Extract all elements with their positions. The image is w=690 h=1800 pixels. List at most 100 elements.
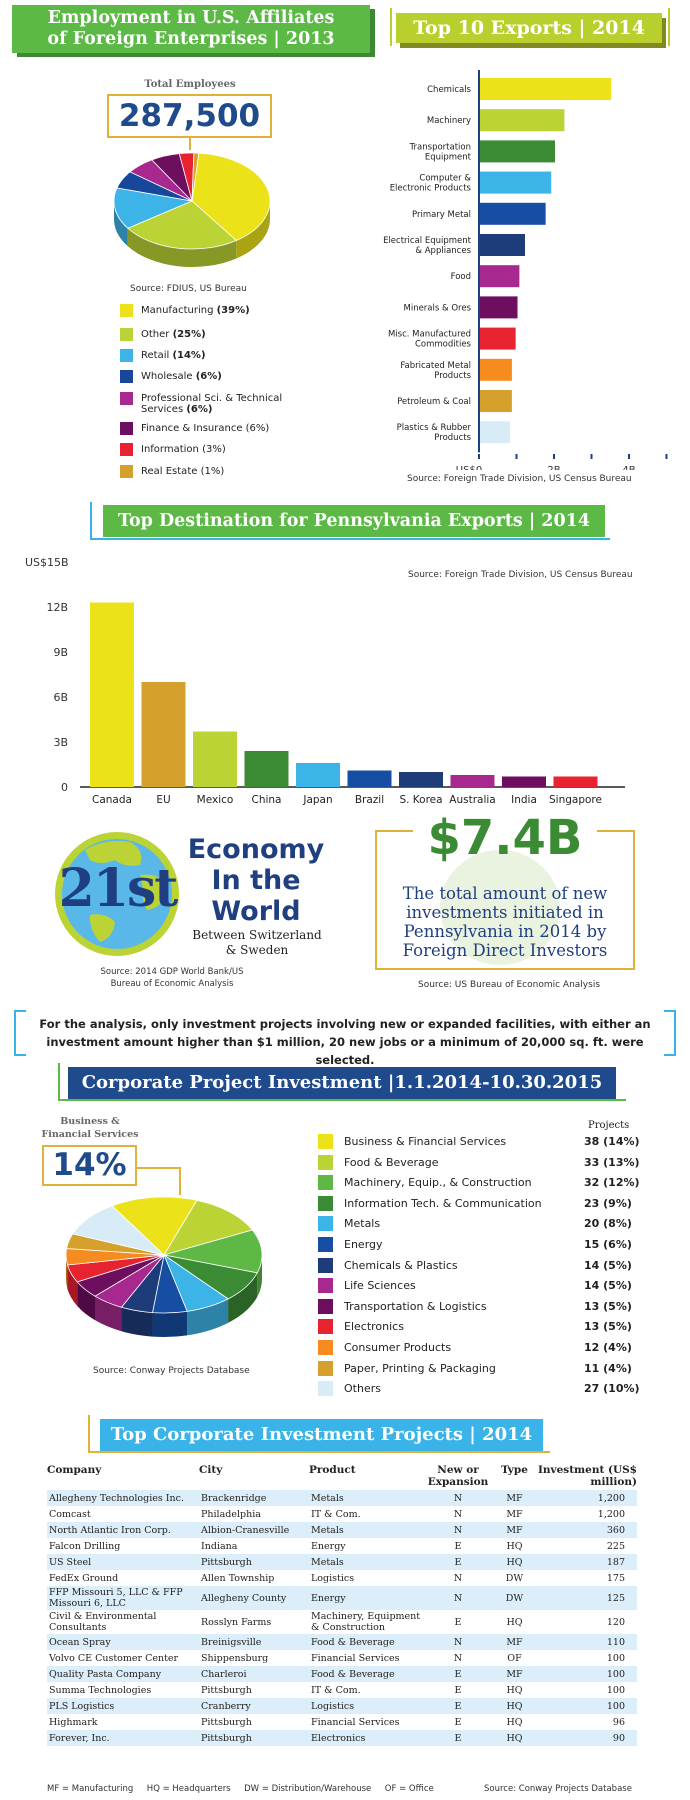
employment-legend-swatch [120, 465, 133, 478]
economy-title-line2: In the [211, 865, 301, 896]
cell-product: IT & Com. [311, 1508, 361, 1520]
cell-new-or-expansion: E [454, 1716, 462, 1728]
employment-pie-side [114, 201, 128, 247]
cell-city: Philadelphia [201, 1508, 261, 1520]
destination-bar [296, 763, 340, 787]
corporate-legend-value: 32 (12%) [584, 1176, 640, 1190]
corporate-legend-item: Life Sciences 14 (5%) [318, 1276, 648, 1294]
exports-category-label: Fabricated Metal Products [400, 361, 471, 381]
cell-investment: 100 [537, 1698, 637, 1714]
cell-company: US Steel [47, 1554, 199, 1570]
destination-category-label: EU [156, 794, 170, 806]
employment-legend-item: Finance & Insurance (6%) [141, 423, 311, 434]
cell-type: HQ [506, 1716, 523, 1728]
employment-title-line2: of Foreign Enterprises | 2013 [47, 29, 335, 49]
table-row: Quality Pasta Company Charleroi Food & Bev… [47, 1666, 637, 1682]
projects-banner: Top Corporate Investment Projects | 2014 [100, 1419, 543, 1451]
total-employees-label: Total Employees [144, 79, 236, 90]
cell-type: DW [505, 1572, 524, 1584]
globe-ocean [62, 839, 172, 949]
employment-legend-label: Professional Sci. & Technical Services [141, 393, 283, 415]
employment-legend-pct: (39%) [216, 305, 250, 316]
cell-investment: 1,200 [597, 1508, 625, 1520]
corporate-legend-swatch [318, 1298, 333, 1314]
corporate-legend-label: Machinery, Equip., & Construction [344, 1176, 532, 1190]
cell-type: MF [492, 1666, 537, 1682]
exports-category-label: Machinery [427, 116, 471, 126]
employment-legend-pct: (14%) [172, 350, 206, 361]
employment-legend-item: Professional Sci. & Technical Services (… [141, 393, 311, 415]
employment-legend-label: Manufacturing [141, 305, 217, 316]
corporate-legend-value: 14 (5%) [584, 1258, 632, 1272]
cell-product: Logistics [311, 1572, 355, 1584]
corporate-legend-item: Machinery, Equip., & Construction 32 (12%… [318, 1173, 648, 1191]
corporate-pie-side [152, 1311, 188, 1337]
cell-new-or-expansion: N [424, 1586, 492, 1610]
exports-bar [480, 202, 546, 225]
exports-banner: Top 10 Exports | 2014 [396, 13, 662, 43]
corporate-pie-side [228, 1272, 258, 1323]
corporate-legend-swatch [318, 1237, 333, 1252]
corporate-legend-swatch [318, 1257, 333, 1273]
destination-bar [399, 772, 443, 787]
corporate-legend-swatch [318, 1216, 333, 1232]
cell-new-or-expansion: N [424, 1634, 492, 1650]
note-bracket-right [664, 1010, 676, 1056]
corporate-legend-swatch [318, 1340, 333, 1355]
employment-legend-item: Retail (14%) [141, 350, 311, 361]
employment-legend-pct: (6%) [186, 404, 213, 415]
cell-type: HQ [506, 1684, 523, 1696]
exports-category-label: Primary Metal [412, 210, 471, 220]
exports-category-label: Minerals & Ores [404, 303, 472, 313]
employment-source: Source: FDIUS, US Bureau [130, 284, 247, 294]
cell-new-or-expansion: N [424, 1490, 492, 1506]
cell-company: North Atlantic Iron Corp. [47, 1522, 199, 1538]
employment-pie-slice [113, 187, 194, 229]
destination-category-label: India [511, 794, 537, 806]
investment-frame-top-left [375, 830, 413, 832]
employment-pie-slice [191, 152, 271, 241]
cell-investment: 90 [537, 1730, 637, 1746]
cell-company: FedEx Ground [49, 1572, 119, 1584]
corporate-legend-item: Others 27 (10%) [318, 1379, 648, 1397]
projects-table: Company City Product New or Expansion Ty… [47, 1462, 637, 1746]
cell-investment: 100 [606, 1652, 625, 1664]
investment-frame-top-right [597, 830, 635, 832]
corporate-legend-value: 23 (9%) [584, 1196, 632, 1210]
cell-company: PLS Logistics [47, 1698, 199, 1714]
employment-legend-swatch [120, 304, 133, 317]
note-bracket-left [14, 1010, 26, 1056]
cell-city: Pittsburgh [201, 1684, 252, 1696]
destination-tick-label: 3B [53, 736, 68, 749]
projects-source: Source: Conway Projects Database [484, 1784, 632, 1794]
table-row: Comcast Philadelphia IT & Com. N MF 1,200 [47, 1506, 637, 1522]
table-row: Summa Technologies Pittsburgh IT & Com. E HQ… [47, 1682, 637, 1698]
cell-city: Allen Township [201, 1572, 275, 1584]
cell-new-or-expansion: E [424, 1666, 492, 1682]
destination-banner: Top Destination for Pennsylvania Exports… [103, 505, 605, 537]
cell-new-or-expansion: E [454, 1540, 462, 1552]
cell-city: Pittsburgh [199, 1730, 309, 1746]
destination-category-label: Singapore [549, 794, 602, 806]
globe-land-top [85, 841, 142, 866]
corporate-legend-item: Transportation & Logistics 13 (5%) [318, 1297, 648, 1315]
economy-rank: 21st [58, 858, 179, 919]
globe-graphic [55, 832, 179, 956]
cell-product: Machinery, Equipment & Construction [311, 1611, 421, 1633]
cell-company: Civil & Environmental Consultants [49, 1611, 157, 1633]
exports-tick-label: 2B [547, 465, 560, 470]
exports-category-label: Computer & Electronic Products [390, 174, 472, 194]
investment-desc: The total amount of new investments init… [402, 884, 608, 960]
cell-new-or-expansion: E [424, 1554, 492, 1570]
exports-category-label: Plastics & Rubber Products [397, 423, 472, 443]
cell-company: Highmark [49, 1716, 98, 1728]
corporate-legend-value: 15 (6%) [584, 1238, 632, 1251]
cell-investment: 187 [537, 1554, 637, 1570]
cell-city: Indiana [201, 1540, 238, 1552]
employment-legend-label: Wholesale [141, 371, 196, 382]
table-row: FFP Missouri 5, LLC & FFP Missouri 6, LL… [47, 1586, 637, 1610]
total-employees-box [107, 94, 272, 138]
corporate-banner-frame [58, 1063, 626, 1101]
employment-legend-swatch [120, 443, 133, 456]
cell-product: Metals [309, 1554, 424, 1570]
